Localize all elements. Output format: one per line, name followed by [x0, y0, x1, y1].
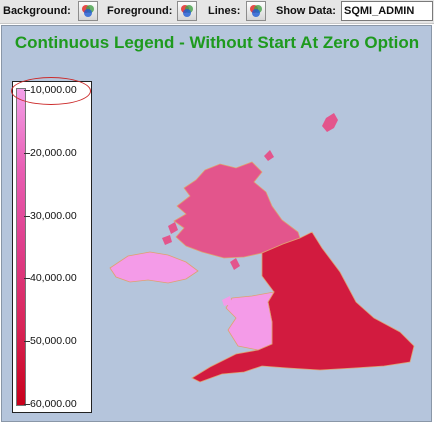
color-wheel-icon [250, 5, 262, 17]
lines-label: Lines: [208, 5, 241, 17]
lines-color-button[interactable] [246, 1, 266, 21]
toolbar: Background: Foreground: Lines: Show Data… [0, 0, 434, 24]
region-scotland-island [162, 235, 172, 245]
legend-tick [24, 153, 30, 154]
color-wheel-icon [82, 5, 94, 17]
legend-tick-label: 30,000.00 [30, 210, 77, 222]
region-scotland-island [168, 222, 178, 234]
legend-tick-label: 20,000.00 [30, 147, 77, 159]
background-color-button[interactable] [78, 1, 98, 21]
legend-tick-label: 50,000.00 [30, 335, 77, 347]
region-wales [225, 291, 275, 351]
region-scotland [173, 161, 301, 259]
legend-tick [24, 278, 30, 279]
legend-tick-label: 40,000.00 [30, 272, 77, 284]
highlight-ellipse [11, 77, 91, 105]
legend-tick [24, 404, 30, 405]
legend-tick [24, 341, 30, 342]
region-scotland-island [264, 150, 274, 161]
chart-title: Continuous Legend - Without Start At Zer… [14, 33, 420, 52]
region-scotland-island [230, 258, 240, 270]
background-label: Background: [3, 5, 71, 17]
show-data-label: Show Data: [276, 5, 336, 17]
legend-tick-label: 60,000.00 [30, 398, 77, 410]
show-data-field[interactable] [341, 1, 433, 21]
foreground-label: Foreground: [107, 5, 173, 17]
region-northern-ireland [109, 251, 199, 284]
region-wales-island [222, 296, 232, 306]
foreground-color-button[interactable] [177, 1, 197, 21]
legend-tick [24, 216, 30, 217]
color-wheel-icon [181, 5, 193, 17]
legend-color-bar [16, 88, 26, 406]
region-scotland-island [322, 113, 338, 132]
